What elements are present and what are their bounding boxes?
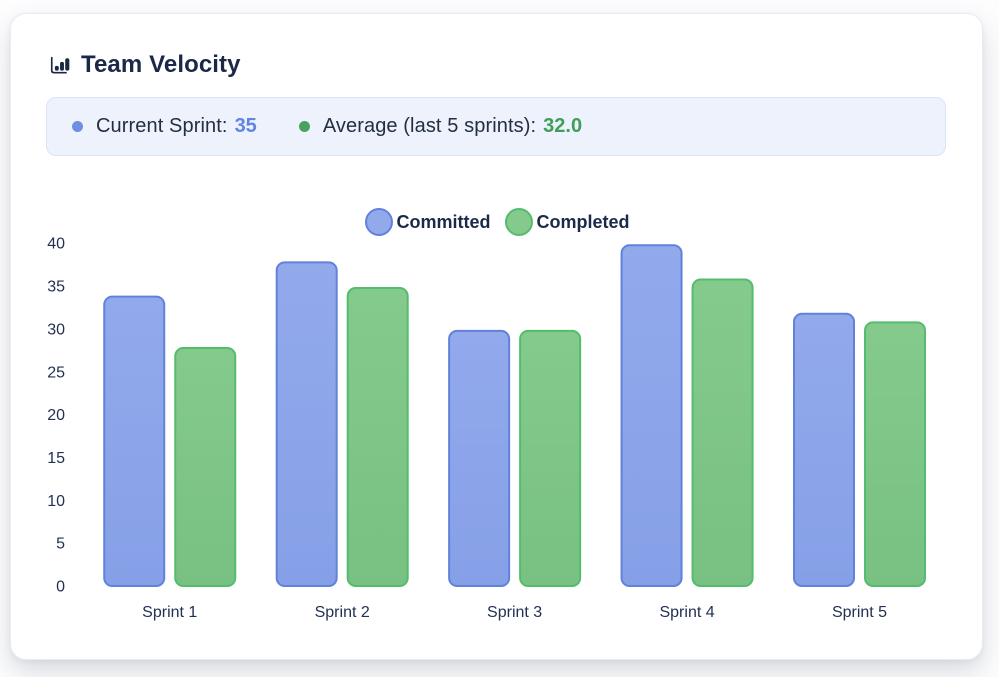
y-tick-label: 10 <box>47 493 65 510</box>
legend-item-completed[interactable]: Completed <box>505 208 630 236</box>
y-tick-label: 15 <box>47 450 65 467</box>
current-sprint-label: Current Sprint: <box>96 115 228 137</box>
bar-chart-canvas: 0 5 10 15 20 25 30 35 40 Sprint 1 Sprint 2 Sprint 3… <box>47 236 927 621</box>
bar-completed-sprint-4[interactable] <box>691 278 754 587</box>
chart-legend: Committed Completed <box>11 208 984 236</box>
legend-swatch-icon <box>365 208 394 236</box>
current-sprint-value: 35 <box>234 115 257 137</box>
card-header: Team Velocity <box>47 50 241 80</box>
x-category-label: Sprint 5 <box>832 604 887 621</box>
legend-label: Committed <box>396 211 491 232</box>
stats-banner: Current Sprint: 35 Average (last 5 sprin… <box>46 97 946 156</box>
velocity-chart: Committed Completed 0 5 10 15 20 25 30 35 40 Sprin… <box>11 181 984 661</box>
bar-completed-sprint-3[interactable] <box>519 329 582 587</box>
y-tick-label: 0 <box>56 579 65 596</box>
y-tick-label: 35 <box>47 279 65 296</box>
bar-committed-sprint-1[interactable] <box>103 295 166 588</box>
x-category-label: Sprint 1 <box>142 604 197 621</box>
green-dot-icon <box>298 121 310 132</box>
stat-average: Average (last 5 sprints): 32.0 <box>298 115 583 138</box>
bar-committed-sprint-3[interactable] <box>448 329 511 587</box>
y-tick-label: 25 <box>47 364 65 381</box>
y-tick-label: 30 <box>47 321 65 338</box>
bar-committed-sprint-2[interactable] <box>275 261 338 587</box>
page-title: Team Velocity <box>81 51 241 78</box>
bar-chart-icon <box>50 56 70 73</box>
y-tick-label: 5 <box>56 536 65 553</box>
bar-completed-sprint-5[interactable] <box>864 321 927 588</box>
stat-current-sprint: Current Sprint: 35 <box>72 115 257 138</box>
x-category-label: Sprint 4 <box>659 604 714 621</box>
legend-item-committed[interactable]: Committed <box>365 208 490 236</box>
team-velocity-card: Team Velocity Current Sprint: 35 Average… <box>10 13 983 660</box>
bar-completed-sprint-1[interactable] <box>174 347 237 587</box>
legend-swatch-icon <box>505 208 534 236</box>
bar-committed-sprint-4[interactable] <box>620 244 683 587</box>
legend-label: Completed <box>536 211 630 232</box>
bar-completed-sprint-2[interactable] <box>346 287 409 588</box>
y-tick-label: 20 <box>47 407 65 424</box>
x-category-label: Sprint 3 <box>487 604 542 621</box>
y-tick-label: 40 <box>47 236 65 253</box>
average-label: Average (last 5 sprints): <box>322 115 537 137</box>
average-value: 32.0 <box>543 115 583 137</box>
blue-dot-icon <box>72 121 83 132</box>
x-category-label: Sprint 2 <box>315 604 370 621</box>
bar-committed-sprint-5[interactable] <box>793 312 856 587</box>
